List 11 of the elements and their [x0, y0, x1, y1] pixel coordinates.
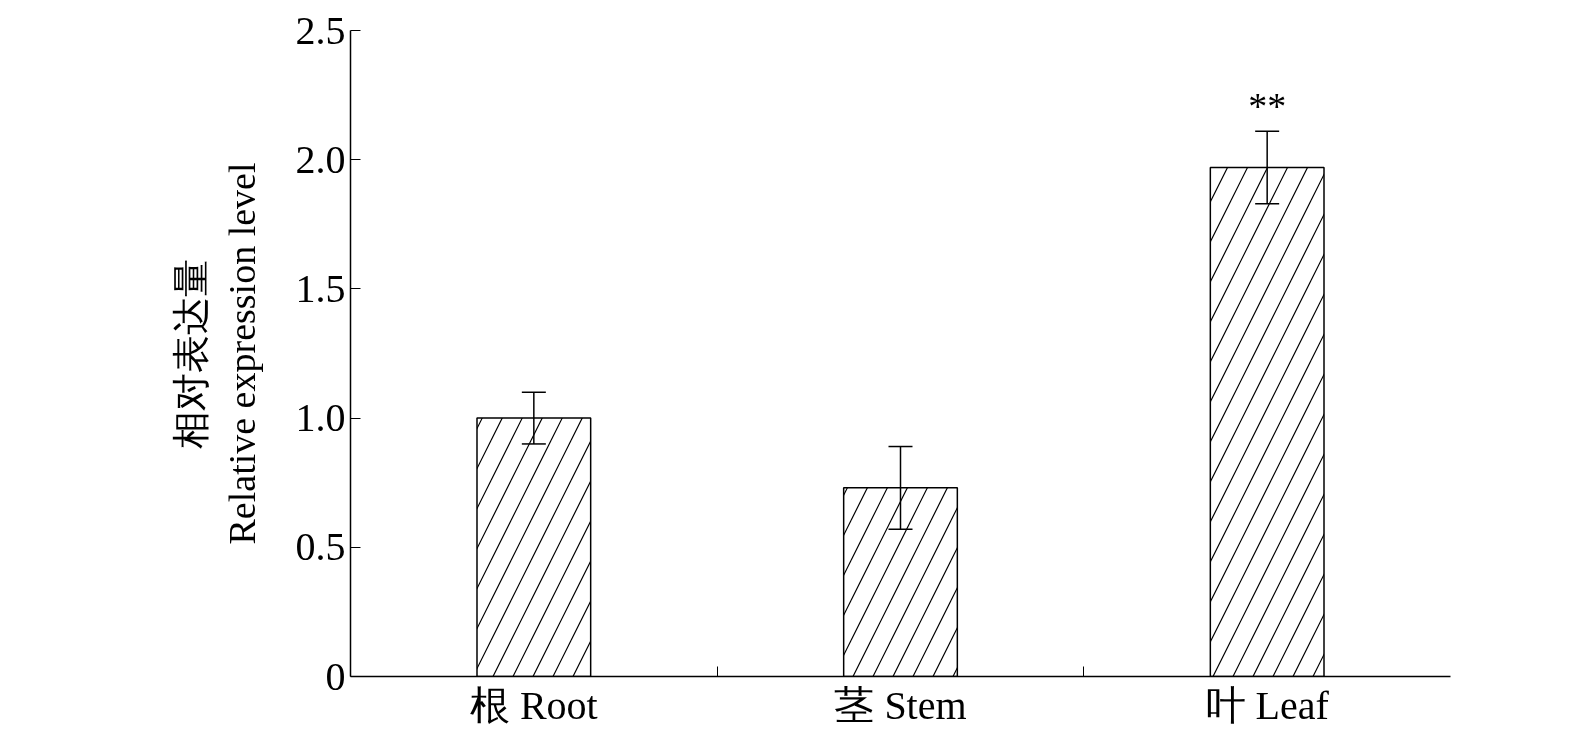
y-tick-label: 0.5	[295, 524, 346, 570]
annotation: **	[1248, 85, 1287, 128]
y-tick-label: 1.0	[295, 395, 346, 441]
x-tick-label: 茎 Stem	[834, 682, 967, 728]
y-tick-label: 1.5	[295, 265, 346, 311]
x-tick-label: 根 Root	[469, 682, 598, 728]
y-tick-label: 0	[325, 653, 346, 699]
y-tick-label: 2.0	[295, 136, 346, 182]
y-tick-label: 2.5	[295, 7, 346, 53]
y-axis-title: 相对表达量 Relative expression level	[170, 162, 263, 545]
x-tick-label: 叶 Leaf	[1205, 682, 1330, 728]
